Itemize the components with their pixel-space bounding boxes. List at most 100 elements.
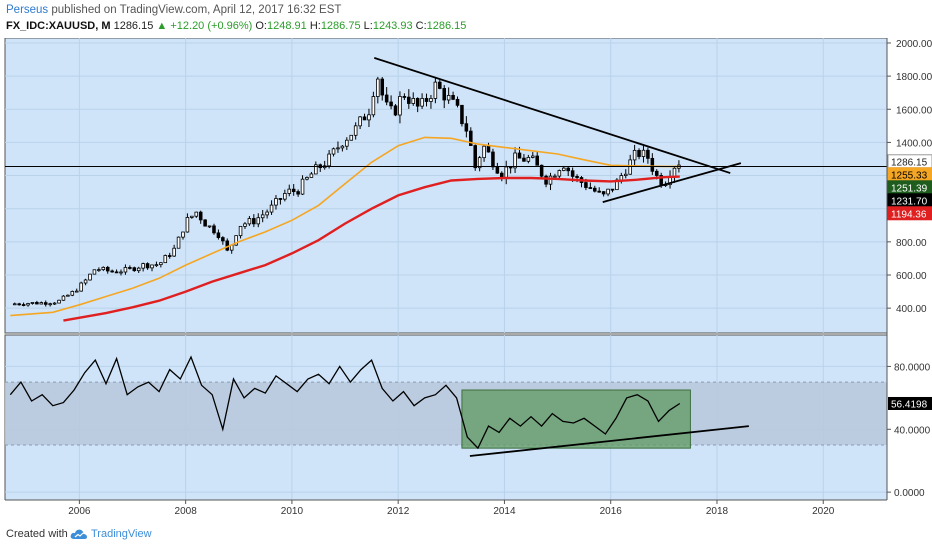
candle-body [70,291,75,296]
candle-body [207,225,212,228]
candle-body [548,175,553,185]
candle-body [21,304,26,306]
candle-body [415,98,420,107]
time-axis-label: 2014 [493,506,516,517]
close-label: C: [415,20,427,32]
candle-body [167,255,172,257]
candle-body [132,267,137,272]
candle-body [438,81,442,89]
candle-body [128,267,132,269]
candle-body [353,125,358,136]
candle-body [340,145,345,149]
candle-body [92,269,97,275]
candle-body [305,176,309,180]
candle-body [654,170,659,176]
candle-body [535,155,539,166]
candle-body [256,217,261,225]
candle-body [570,170,575,177]
candle-body [393,105,398,116]
candle-body [39,302,44,305]
candle-body [269,204,274,213]
candle-body [672,167,677,178]
price-panel[interactable] [4,38,888,334]
rsi-axis-label: 40.0000 [894,425,931,436]
candle-body [88,273,92,281]
candle-body [646,149,650,159]
tradingview-cloud-icon[interactable] [70,528,88,540]
candle-body [411,98,416,104]
rsi-value-marker-label: 56.4198 [891,399,928,410]
time-axis-label: 2018 [706,506,729,517]
candle-body [398,96,402,116]
rsi-axis-label: 0.0000 [894,488,925,499]
candle-body [309,173,314,178]
candle-body [641,149,646,157]
candle-body [588,187,593,189]
price-marker-label: 1255.33 [891,170,928,181]
moving-average-short-line [10,136,680,317]
candle-body [172,247,176,257]
high-label: H: [309,20,321,32]
candle-body [136,267,141,272]
candle-body [606,188,610,195]
price-axis-label: 2000.00 [896,39,932,50]
candle-body [495,166,500,174]
candle-body [114,271,119,274]
candle-body [544,175,548,185]
price-marker-label: 1231.70 [891,196,928,207]
candle-body [185,217,190,233]
candle-body [331,148,336,155]
candle-body [349,134,354,141]
rsi-value-marker-box [888,396,932,410]
price-trendline [602,162,742,203]
candle-body [260,214,265,219]
candle-body [194,211,199,217]
candle-body [539,164,544,177]
candle-body [592,187,597,192]
candle-body [163,255,168,264]
candle-body [83,279,88,284]
candle-body [283,193,287,200]
tradingview-brand[interactable]: TradingView [91,528,152,540]
price-axis-background [887,38,932,520]
ohlc-legend: FX_IDC:XAUUSD, M 1286.15 ▲ +12.20 (+0.96… [6,20,466,32]
candle-body [43,302,48,305]
price-marker-label: 1251.39 [891,183,928,194]
candle-body [610,188,615,191]
candle-body [376,78,380,97]
candle-body [252,218,256,225]
candle-body [553,175,557,178]
candle-body [407,96,411,104]
candle-body [380,78,385,96]
rsi-panel[interactable] [4,334,888,501]
candle-body [424,98,429,102]
candle-body [212,225,216,234]
candle-body [557,170,562,177]
candle-body [154,264,159,267]
price-change: ▲ +12.20 (+0.96%) [156,20,253,32]
price-axis-label: 400.00 [896,304,927,315]
open-label: O: [255,20,267,32]
candle-body [420,98,424,107]
price-marker-label: 1194.36 [891,209,927,220]
time-axis-label: 2016 [600,506,623,517]
candle-body [384,94,389,103]
candle-body [650,157,655,172]
price-axis-label: 1400.00 [896,138,932,149]
author-link[interactable]: Perseus [6,4,49,16]
price-axis-label: 1800.00 [896,72,932,83]
candle-body [566,167,570,172]
symbol-label[interactable]: FX_IDC:XAUUSD, M [6,20,111,32]
price-marker-box [887,206,932,221]
candle-body [367,114,371,121]
chart-canvas[interactable]: 400.00600.00800.001000.001200.001400.001… [0,38,932,520]
candle-body [637,149,641,157]
candle-body [619,175,624,181]
candle-body [35,302,39,305]
candle-body [287,188,292,194]
candle-body [97,269,101,272]
high-value: 1286.75 [320,20,361,32]
candle-body [61,295,66,301]
publish-text: published on TradingView.com, April 12, … [48,4,342,16]
price-marker-label: 1286.15 [891,157,928,168]
